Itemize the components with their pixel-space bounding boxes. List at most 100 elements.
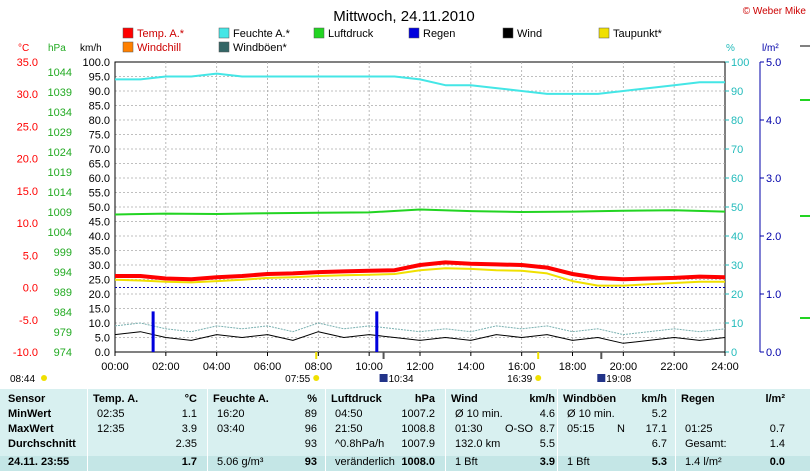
stats-header: Sensor	[8, 393, 46, 405]
moon-label: 10:34	[389, 374, 414, 385]
unit-pressure: hPa	[48, 43, 66, 54]
tick-rain: 0.0	[766, 347, 781, 359]
tick-rain: 4.0	[766, 115, 781, 127]
tick-wind: 95.0	[89, 72, 110, 84]
tick-time: 22:00	[660, 361, 688, 373]
stats-header-unit: °C	[184, 393, 197, 405]
tick-pressure: 1004	[48, 227, 72, 239]
tick-wind: 45.0	[89, 217, 110, 229]
tick-pressure: 994	[54, 267, 72, 279]
stats-value: 1007.2	[401, 408, 435, 420]
stats-value: 1.1	[181, 408, 197, 420]
sun-label: 16:39	[507, 374, 532, 385]
tick-time: 12:00	[406, 361, 434, 373]
tick-rain: 2.0	[766, 231, 781, 243]
stats-direction: N	[617, 423, 625, 435]
stats-header-unit: l/m²	[765, 393, 785, 405]
stats-row-label: MaxWert	[8, 423, 54, 435]
stats-time: 16:20	[217, 408, 245, 420]
tick-pressure: 989	[54, 287, 72, 299]
stats-direction: O-SO	[505, 423, 534, 435]
tick-wind: 50.0	[89, 202, 110, 214]
legend-label: Windböen*	[233, 42, 288, 54]
legend-label: Wind	[517, 28, 542, 40]
tick-time: 00:00	[101, 361, 129, 373]
tick-rain: 1.0	[766, 289, 781, 301]
stats-column-divider	[87, 389, 88, 471]
stats-time: 03:40	[217, 423, 245, 435]
tick-humidity: 60	[731, 173, 743, 185]
stats-time: 02:35	[97, 408, 125, 420]
series-wind	[114, 331, 726, 344]
legend: Temp. A.* Feuchte A.* Luftdruck Regen Wind Ta…	[122, 27, 663, 54]
stats-value: 89	[304, 408, 317, 420]
tick-wind: 15.0	[89, 304, 110, 316]
stats-value: 1.4	[769, 438, 785, 450]
tick-humidity: 100	[731, 57, 749, 69]
tick-temp: 20.0	[17, 154, 38, 166]
sun-moon-markers: 07:55 16:39 10:34 19:08 08:44	[10, 352, 632, 385]
stats-value: 5.3	[651, 456, 667, 468]
series-luftdruck	[114, 208, 726, 216]
moon-icon	[379, 374, 388, 382]
tick-rain: 5.0	[766, 57, 781, 69]
moon-icon	[597, 374, 606, 382]
legend-swatch	[218, 27, 230, 39]
tick-temp: -10.0	[13, 347, 38, 359]
unit-humidity: %	[726, 43, 735, 54]
stats-column-divider	[445, 389, 446, 471]
stats-time: Ø 10 min.	[567, 408, 615, 420]
legend-swatch	[313, 27, 325, 39]
tick-wind: 20.0	[89, 289, 110, 301]
legend-label: Windchill	[137, 42, 181, 54]
stats-value: 6.7	[651, 438, 667, 450]
tick-humidity: 30	[731, 260, 743, 272]
sun-icon	[535, 375, 542, 381]
stats-time: Ø 10 min.	[455, 408, 503, 420]
tick-pressure: 999	[54, 247, 72, 259]
series-feuchte-a	[115, 72, 725, 95]
stats-header: Feuchte A.	[213, 393, 269, 405]
tick-wind: 0.0	[95, 347, 110, 359]
stats-column-divider	[325, 389, 326, 471]
legend-label: Taupunkt*	[613, 28, 663, 40]
stats-time: 5.06 g/m³	[217, 456, 264, 468]
stats-value: 93	[304, 438, 317, 450]
series-taupunkt	[114, 267, 725, 287]
tick-pressure: 1039	[48, 87, 72, 99]
legend-label: Luftdruck	[328, 28, 374, 40]
right-edge-markers	[800, 45, 810, 319]
stats-column-divider	[557, 389, 558, 471]
legend-label: Temp. A.*	[137, 28, 185, 40]
sun-label: 07:55	[285, 374, 310, 385]
legend-swatch	[122, 41, 134, 53]
stats-value: 93	[304, 456, 317, 468]
stats-value: 5.5	[539, 438, 555, 450]
stats-value: 17.1	[645, 423, 667, 435]
tick-pressure: 974	[54, 347, 72, 359]
tick-humidity: 20	[731, 289, 743, 301]
tick-temp: 15.0	[17, 186, 38, 198]
stats-row-label: MinWert	[8, 408, 52, 420]
stats-value: 0.0	[769, 456, 785, 468]
tick-temp: 10.0	[17, 218, 38, 230]
tick-time: 20:00	[610, 361, 638, 373]
legend-swatch	[408, 27, 420, 39]
tick-humidity: 40	[731, 231, 743, 243]
stats-value: 8.7	[539, 423, 555, 435]
stats-header-unit: km/h	[529, 393, 555, 405]
tick-pressure: 1044	[48, 67, 72, 79]
tick-pressure: 979	[54, 327, 72, 339]
stats-time: 1 Bft	[567, 456, 590, 468]
stats-value: 1008.8	[401, 423, 435, 435]
rain-bar	[375, 311, 379, 352]
tick-time: 04:00	[203, 361, 231, 373]
stats-time: 1 Bft	[455, 456, 478, 468]
tick-wind: 100.0	[82, 57, 110, 69]
tick-temp: 30.0	[17, 89, 38, 101]
tick-wind: 35.0	[89, 246, 110, 258]
current-row-band	[0, 456, 810, 471]
stats-time: veränderlich	[335, 456, 395, 468]
series-temp-a	[115, 260, 726, 282]
tick-pressure: 1029	[48, 127, 72, 139]
